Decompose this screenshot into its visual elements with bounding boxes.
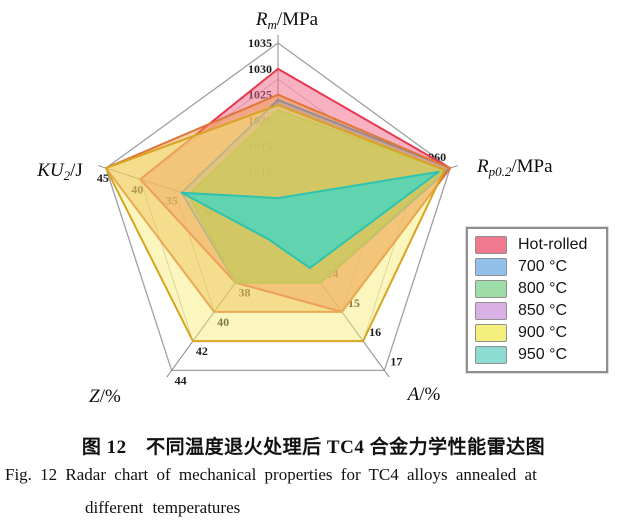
legend-label: 800 °C <box>518 279 568 297</box>
axis-title-Z: Z/% <box>89 386 121 407</box>
legend-swatch <box>475 257 507 276</box>
legend-item: 700 °C <box>475 256 599 277</box>
legend-label: 900 °C <box>518 324 568 342</box>
axis-tick-label: 1035 <box>248 36 272 50</box>
axis-tick-label: 40 <box>217 315 229 329</box>
axis-tick-label: 44 <box>175 373 187 387</box>
axis-tick-label: 45 <box>97 171 109 185</box>
legend-swatch <box>475 324 507 343</box>
series-group <box>104 67 452 343</box>
legend-item: 950 °C <box>475 345 599 366</box>
legend-label: Hot-rolled <box>518 235 588 253</box>
legend-item: 800 °C <box>475 278 599 299</box>
axis-tick-label: 16 <box>369 325 381 339</box>
caption-chinese: 图 12 不同温度退火处理后 TC4 合金力学性能雷达图 <box>81 437 546 458</box>
legend-item: Hot-rolled <box>475 234 599 255</box>
caption-english-line1: Fig. 12 Radar chart of mechanical proper… <box>5 465 537 484</box>
legend-swatch <box>475 302 507 321</box>
axis-title-A: A/% <box>406 384 441 405</box>
legend-label: 950 °C <box>518 346 568 364</box>
axis-tick-label: 17 <box>390 354 402 368</box>
axis-tick-label: 42 <box>196 344 208 358</box>
legend-label: 850 °C <box>518 302 568 320</box>
legend-item: 900 °C <box>475 323 599 344</box>
series-polygon-950-c <box>180 170 440 269</box>
axis-tick-label: 40 <box>131 182 143 196</box>
axis-tick-label: 1030 <box>248 62 272 76</box>
legend-swatch <box>475 279 507 298</box>
axis-title-Rm: Rm/MPa <box>255 9 319 32</box>
axis-tick-label: 38 <box>238 286 250 300</box>
legend: Hot-rolled 700 °C 800 °C 850 °C 900 °C 950 °C <box>466 227 608 373</box>
legend-item: 850 °C <box>475 301 599 322</box>
axis-title-Rp02: Rp0.2/MPa <box>476 156 553 179</box>
legend-swatch <box>475 235 507 254</box>
grid-outer-pentagon <box>105 42 451 372</box>
legend-swatch <box>475 346 507 365</box>
radar-chart: 1035103010251020101510109601716151444424… <box>36 9 553 407</box>
caption-english-line2: different temperatures <box>85 498 241 517</box>
legend-label: 700 °C <box>518 257 568 275</box>
axis-title-KU2: KU2/J <box>36 160 83 183</box>
